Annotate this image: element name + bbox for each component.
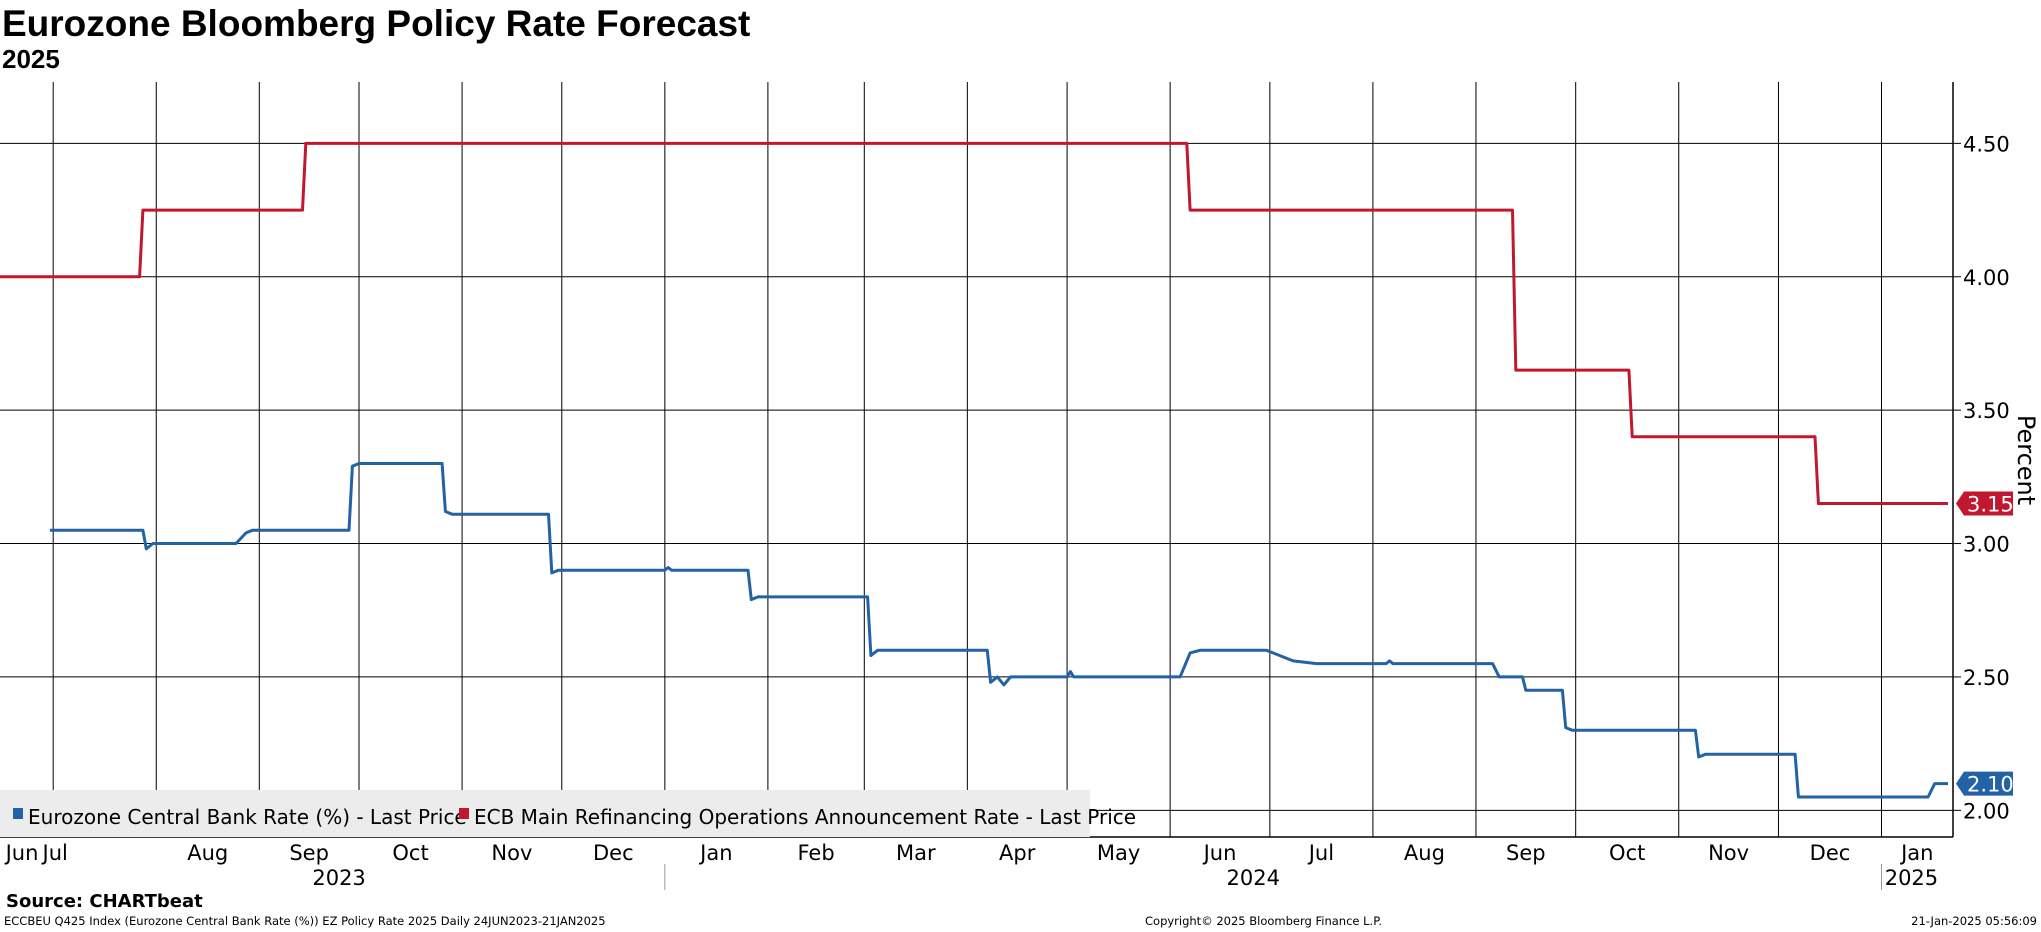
x-tick-labels: Jun Jul Aug Sep Oct Nov Dec Jan Feb Mar Apr May Jun J… bbox=[4, 841, 1934, 865]
x-tick-label: Oct bbox=[392, 841, 428, 865]
page-title: Eurozone Bloomberg Policy Rate Forecast bbox=[2, 3, 751, 44]
series-ecb-refi-line bbox=[0, 141, 1948, 505]
legend-label-ecb-refi: ECB Main Refinancing Operations Announce… bbox=[474, 805, 1136, 829]
x-tick-label: Oct bbox=[1609, 841, 1645, 865]
x-tick-label: Jun bbox=[4, 841, 39, 865]
x-tick-label: Aug bbox=[187, 841, 228, 865]
horizontal-gridlines bbox=[0, 142, 1953, 811]
y-tick-label: 2.50 bbox=[1963, 666, 2010, 690]
y-tick-label: 2.00 bbox=[1963, 799, 2010, 823]
last-price-tag-ez-cbr: 2.10 bbox=[1956, 771, 2014, 797]
page-subtitle: 2025 bbox=[2, 44, 60, 74]
y-tick-label: 3.00 bbox=[1963, 533, 2010, 557]
last-price-labels: 3.15 2.10 bbox=[1956, 491, 2014, 797]
footer-copyright: Copyright© 2025 Bloomberg Finance L.P. bbox=[1145, 914, 1382, 928]
y-tick-labels: 2.00 2.50 3.00 3.50 4.00 4.50 bbox=[1963, 132, 2010, 823]
last-price-value: 2.10 bbox=[1967, 773, 2014, 797]
x-tick-label: Feb bbox=[798, 841, 835, 865]
vertical-gridlines bbox=[52, 82, 1883, 837]
x-tick-label: Sep bbox=[1506, 841, 1546, 865]
x-tick-label: Sep bbox=[289, 841, 329, 865]
x-tick-label: Dec bbox=[1810, 841, 1851, 865]
year-label: 2023 bbox=[312, 866, 365, 890]
x-tick-label: Jul bbox=[1307, 841, 1334, 865]
legend-label-ez-cbr: Eurozone Central Bank Rate (%) - Last Pr… bbox=[28, 805, 467, 829]
x-tick-label: Jun bbox=[1202, 841, 1237, 865]
x-tick-label: Dec bbox=[593, 841, 634, 865]
x-tick-label: Jul bbox=[41, 841, 68, 865]
series-ez-cbr-line bbox=[49, 462, 1948, 799]
x-tick-label: Nov bbox=[1708, 841, 1749, 865]
year-label: 2024 bbox=[1227, 866, 1280, 890]
series-lines bbox=[0, 141, 1948, 799]
source-note: Source: CHARTbeat bbox=[6, 891, 203, 912]
last-price-tag-bg bbox=[1956, 771, 2013, 796]
x-tick-label: May bbox=[1097, 841, 1140, 865]
y-tick-label: 3.50 bbox=[1963, 399, 2010, 423]
last-price-tag-ecb-refi: 3.15 bbox=[1956, 491, 2014, 517]
x-tick-label: Jan bbox=[1899, 841, 1933, 865]
axes bbox=[0, 82, 1961, 838]
y-tick-label: 4.00 bbox=[1963, 266, 2010, 290]
year-labels: 2023 2024 2025 bbox=[312, 864, 1938, 890]
legend-swatch-ez-cbr bbox=[13, 808, 23, 819]
x-tick-label: Jan bbox=[698, 841, 732, 865]
legend-swatch-ecb-refi bbox=[459, 808, 469, 819]
x-tick-label: Apr bbox=[999, 841, 1036, 865]
y-axis-label: Percent bbox=[2012, 415, 2040, 505]
last-price-tag-bg bbox=[1956, 491, 2013, 516]
x-tick-label: Nov bbox=[491, 841, 532, 865]
x-tick-label: Aug bbox=[1404, 841, 1445, 865]
legend-background bbox=[0, 790, 1090, 837]
footer-ticker-description: ECCBEU Q425 Index (Eurozone Central Bank… bbox=[4, 914, 606, 928]
x-tick-label: Mar bbox=[896, 841, 936, 865]
year-label: 2025 bbox=[1885, 866, 1938, 890]
footer-timestamp: 21-Jan-2025 05:56:09 bbox=[1911, 914, 2037, 928]
last-price-value: 3.15 bbox=[1967, 493, 2014, 517]
y-tick-label: 4.50 bbox=[1963, 132, 2010, 156]
legend: Eurozone Central Bank Rate (%) - Last Pr… bbox=[0, 790, 1136, 837]
